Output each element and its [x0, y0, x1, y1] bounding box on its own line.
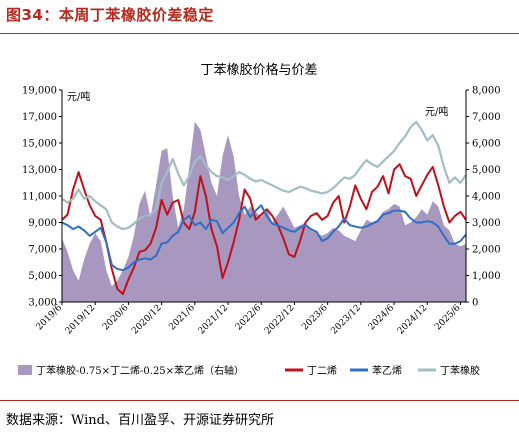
x-tick-label: 2021/12	[197, 303, 231, 337]
legend-label-2: 苯乙烯	[372, 364, 402, 377]
series-line-2	[61, 204, 467, 272]
chart-title: 丁苯橡胶价格与价差	[200, 62, 317, 78]
right-tick-label: 1,000	[472, 271, 501, 282]
title-rule	[0, 33, 519, 34]
price-lines-layer	[61, 120, 467, 296]
legend-swatch-0	[18, 365, 32, 375]
x-tick-label: 2020/6	[101, 303, 131, 333]
right-tick-label: 3,000	[472, 218, 501, 229]
spread-area-layer	[62, 121, 466, 302]
left-tick-label: 3,000	[28, 298, 57, 309]
legend-label-1: 丁二烯	[307, 364, 337, 377]
x-tick-label: 2020/12	[130, 303, 164, 337]
left-tick-label: 15,000	[22, 139, 57, 150]
x-tick-label: 2022/12	[263, 303, 297, 337]
right-tick-label: 2,000	[472, 245, 501, 256]
x-tick-label: 2019/12	[64, 303, 98, 337]
left-unit-label: 元/吨	[67, 90, 90, 103]
right-tick-label: 8,000	[472, 86, 501, 97]
series-line-3	[61, 120, 467, 231]
x-tick-label: 2025/6	[433, 303, 463, 333]
right-tick-label: 6,000	[472, 139, 501, 150]
left-tick-label: 7,000	[28, 245, 57, 256]
source-note: 数据来源：Wind、百川盈孚、开源证券研究所	[6, 413, 274, 428]
right-tick-label: 0	[472, 298, 478, 309]
x-tick-label: 2022/6	[234, 303, 264, 333]
right-tick-label: 5,000	[472, 165, 501, 176]
x-tick-label: 2023/12	[329, 303, 363, 337]
left-tick-label: 19,000	[22, 86, 57, 97]
series-area-0	[62, 121, 466, 302]
left-tick-label: 13,000	[22, 165, 57, 176]
x-tick-label: 2024/12	[396, 303, 430, 337]
legend-label-0: 丁苯橡胶-0.75×丁二烯-0.25×苯乙烯（右轴）	[36, 364, 244, 377]
x-tick-label: 2021/6	[167, 303, 197, 333]
left-tick-label: 17,000	[22, 112, 57, 123]
figure-title: 图34：本周丁苯橡胶价差稳定	[6, 6, 214, 24]
right-unit-label: 元/吨	[425, 105, 448, 118]
legend: 丁苯橡胶-0.75×丁二烯-0.25×苯乙烯（右轴） 丁二烯 苯乙烯 丁苯橡胶	[18, 364, 480, 377]
right-tick-label: 7,000	[472, 112, 501, 123]
left-tick-label: 9,000	[28, 218, 57, 229]
left-tick-label: 5,000	[28, 271, 57, 282]
x-tick-label: 2024/6	[367, 303, 397, 333]
right-tick-label: 4,000	[472, 192, 501, 203]
source-rule	[0, 400, 519, 401]
x-tick-label: 2023/6	[300, 303, 330, 333]
left-tick-label: 11,000	[22, 192, 57, 203]
legend-label-3: 丁苯橡胶	[440, 364, 480, 377]
